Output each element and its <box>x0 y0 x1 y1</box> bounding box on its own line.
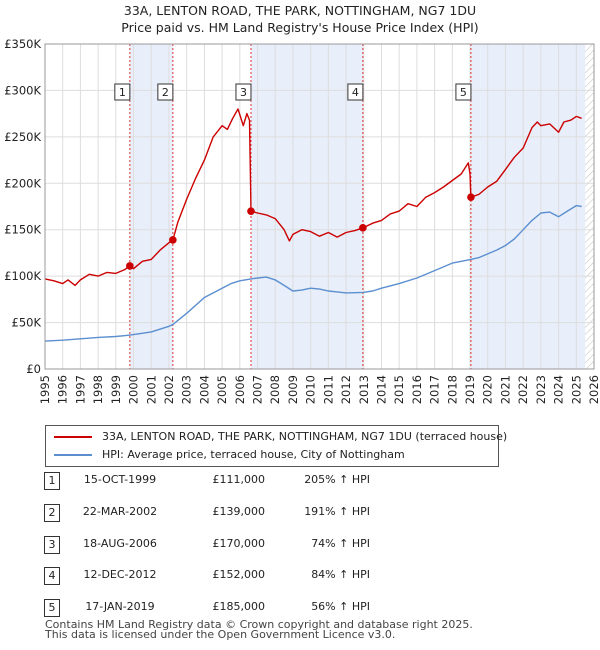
legend-property-label: 33A, LENTON ROAD, THE PARK, NOTTINGHAM, … <box>102 430 508 443</box>
y-tick-label: £200K <box>4 176 41 190</box>
x-tick-label: 2011 <box>321 375 335 404</box>
x-tick-label: 2006 <box>233 375 247 404</box>
y-tick-label: £250K <box>4 130 41 144</box>
hpi-series-line <box>44 204 582 342</box>
x-tick-label: 2026 <box>587 375 600 404</box>
x-tick-label: 1995 <box>38 375 52 404</box>
sale-label-box <box>455 83 472 101</box>
sale-number-badge: 3 <box>44 536 60 554</box>
sale-point <box>247 207 255 215</box>
x-tick-label: 2004 <box>197 375 211 404</box>
sale-label-number: 5 <box>460 86 467 99</box>
sale-price: £111,000 <box>212 473 266 486</box>
sale-date: 18-AUG-2006 <box>83 537 157 550</box>
sale-point <box>467 193 475 202</box>
x-tick-label: 2022 <box>516 375 530 404</box>
sale-price: £139,000 <box>212 505 266 518</box>
x-tick-label: 1996 <box>56 375 70 404</box>
sale-price: £185,000 <box>212 600 266 613</box>
sale-shaded-band <box>470 44 586 369</box>
legend-hpi-label: HPI: Average price, terraced house, City… <box>102 448 405 461</box>
sale-number-badge: 2 <box>44 504 60 522</box>
sale-date: 12-DEC-2012 <box>83 568 157 581</box>
sale-date: 22-MAR-2002 <box>82 505 158 518</box>
legend-hpi-swatch <box>54 454 92 456</box>
x-tick-label: 2014 <box>374 375 388 404</box>
x-tick-label: 2002 <box>162 375 176 404</box>
sale-row: 5 17-JAN-2019 £185,000 56% ↑ HPI <box>0 597 600 617</box>
x-tick-label: 2017 <box>428 375 442 404</box>
property-series-line <box>44 108 582 287</box>
x-tick-label: 2013 <box>357 375 371 404</box>
sale-number-badge: 1 <box>44 472 60 490</box>
sale-hpi-change: 84% ↑ HPI <box>311 568 370 581</box>
footer: Contains HM Land Registry data © Crown c… <box>45 618 473 641</box>
x-tick-label: 2023 <box>534 375 548 404</box>
y-tick-label: £300K <box>4 83 41 97</box>
title-line-1: 33A, LENTON ROAD, THE PARK, NOTTINGHAM, … <box>123 3 477 18</box>
legend-property-swatch <box>54 436 92 438</box>
chart-title: 33A, LENTON ROAD, THE PARK, NOTTINGHAM, … <box>0 2 600 36</box>
sale-price: £152,000 <box>212 568 266 581</box>
sale-label-number: 2 <box>162 86 169 99</box>
sale-row: 3 18-AUG-2006 £170,000 74% ↑ HPI <box>0 534 600 554</box>
sale-label-box <box>114 83 131 101</box>
sale-label-number: 3 <box>240 86 247 99</box>
sale-row: 4 12-DEC-2012 £152,000 84% ↑ HPI <box>0 565 600 585</box>
sale-shaded-band <box>250 44 363 369</box>
sale-hpi-change: 191% ↑ HPI <box>304 505 370 518</box>
x-tick-label: 2009 <box>286 375 300 404</box>
x-tick-label: 2000 <box>127 375 141 404</box>
x-tick-label: 2001 <box>144 375 158 404</box>
footer-licence: This data is licensed under the Open Gov… <box>45 628 396 641</box>
x-tick-label: 2010 <box>304 375 318 404</box>
x-tick-label: 2012 <box>339 375 353 404</box>
y-tick-label: £100K <box>4 269 41 283</box>
y-tick-label: £350K <box>4 37 41 51</box>
sale-date: 17-JAN-2019 <box>85 600 155 613</box>
sale-hpi-change: 56% ↑ HPI <box>311 600 370 613</box>
x-tick-label: 1997 <box>73 375 87 404</box>
sale-label-number: 4 <box>352 86 359 99</box>
x-tick-label: 2019 <box>463 375 477 404</box>
sale-date: 15-OCT-1999 <box>83 473 157 486</box>
title-line-2: Price paid vs. HM Land Registry's House … <box>121 20 479 35</box>
x-tick-label: 2016 <box>410 375 424 404</box>
future-hatch-area <box>585 44 594 369</box>
sale-label-box <box>157 83 174 101</box>
footer-copyright: Contains HM Land Registry data © Crown c… <box>45 618 473 631</box>
legend: 33A, LENTON ROAD, THE PARK, NOTTINGHAM, … <box>45 425 507 467</box>
sale-point <box>126 262 134 270</box>
x-tick-label: 2018 <box>445 375 459 404</box>
sale-point <box>169 236 177 244</box>
sale-hpi-change: 74% ↑ HPI <box>311 537 370 550</box>
sale-hpi-change: 205% ↑ HPI <box>304 473 370 486</box>
x-tick-label: 2024 <box>552 375 566 404</box>
y-tick-label: £50K <box>12 316 42 330</box>
x-tick-label: 1999 <box>109 375 123 404</box>
y-tick-label: £0 <box>26 362 41 376</box>
x-tick-label: 2008 <box>268 375 282 404</box>
sale-point <box>359 224 367 232</box>
sale-number-badge: 4 <box>44 567 60 585</box>
y-tick-label: £150K <box>4 223 41 237</box>
sale-label-box <box>235 83 252 101</box>
x-tick-label: 2021 <box>498 375 512 404</box>
sale-row: 2 22-MAR-2002 £139,000 191% ↑ HPI <box>0 502 600 522</box>
price-chart: £0 £50K £100K £150K £200K £250K £300K £350K 1995… <box>4 37 600 404</box>
x-tick-label: 2015 <box>392 375 406 404</box>
x-tick-label: 2020 <box>481 375 495 404</box>
sale-label-number: 1 <box>119 86 126 99</box>
x-tick-label: 2007 <box>251 375 265 404</box>
x-tick-label: 2025 <box>569 375 583 404</box>
plot-border <box>44 43 595 370</box>
sale-label-box <box>347 83 364 101</box>
x-tick-label: 2003 <box>180 375 194 404</box>
sale-row: 1 15-OCT-1999 £111,000 205% ↑ HPI <box>0 470 600 490</box>
x-tick-label: 2005 <box>215 375 229 404</box>
sale-price: £170,000 <box>212 537 266 550</box>
sale-number-badge: 5 <box>44 599 60 617</box>
x-tick-label: 1998 <box>91 375 105 404</box>
